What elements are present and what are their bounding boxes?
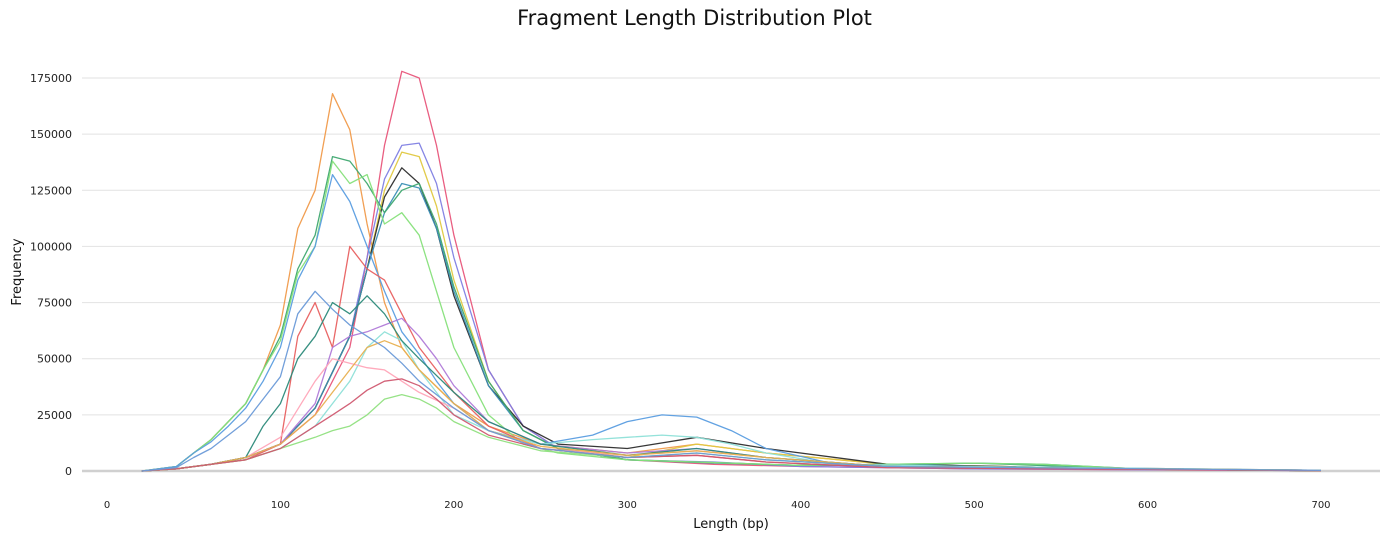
series-line-16 bbox=[141, 393, 1322, 472]
y-tick-label: 0 bbox=[65, 465, 72, 478]
series-line-8 bbox=[141, 160, 1322, 472]
y-tick-label: 100000 bbox=[30, 240, 72, 253]
x-axis-label: Length (bp) bbox=[693, 517, 769, 532]
y-axis-label: Frequency bbox=[10, 238, 25, 305]
series-line-9 bbox=[141, 173, 1322, 472]
x-tick-label: 700 bbox=[1311, 500, 1330, 511]
series-line-18 bbox=[141, 290, 1322, 472]
chart-title: Fragment Length Distribution Plot bbox=[517, 6, 872, 30]
series-line-15 bbox=[141, 340, 1322, 472]
x-tick-label: 200 bbox=[444, 500, 463, 511]
x-tick-label: 600 bbox=[1138, 500, 1157, 511]
x-tick-label: 300 bbox=[618, 500, 637, 511]
y-tick-label: 75000 bbox=[37, 297, 72, 310]
series-lines bbox=[141, 70, 1322, 472]
series-line-17 bbox=[141, 378, 1322, 472]
y-tick-label: 50000 bbox=[37, 353, 72, 366]
gridlines bbox=[82, 77, 1380, 473]
series-line-14 bbox=[141, 295, 1322, 472]
x-tick-label: 500 bbox=[965, 500, 984, 511]
y-tick-label: 175000 bbox=[30, 72, 72, 85]
y-tick-label: 25000 bbox=[37, 409, 72, 422]
series-line-5 bbox=[141, 167, 1322, 472]
x-tick-label: 400 bbox=[791, 500, 810, 511]
y-tick-labels: 0 25000 50000 75000 100000 125000 150000 175000 bbox=[30, 72, 72, 478]
y-tick-label: 125000 bbox=[30, 184, 72, 197]
y-tick-label: 150000 bbox=[30, 128, 72, 141]
x-tick-label: 0 bbox=[104, 500, 110, 511]
x-tick-labels: 0 100 200 300 400 500 600 700 bbox=[104, 500, 1331, 511]
x-tick-label: 100 bbox=[271, 500, 290, 511]
